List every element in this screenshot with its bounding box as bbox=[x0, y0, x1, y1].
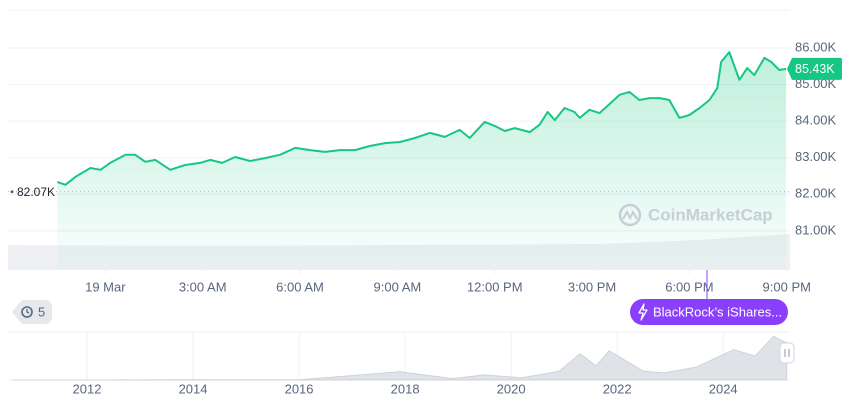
x-tick-label: 12:00 PM bbox=[467, 279, 523, 294]
x-tick-label: 3:00 PM bbox=[568, 279, 616, 294]
x-tick-label: 3:00 AM bbox=[179, 279, 227, 294]
event-label: BlackRock’s iShares... bbox=[653, 304, 782, 319]
navigator: 2012 2014 2016 2018 2020 2022 2024 bbox=[8, 331, 790, 396]
y-tick-label: 83.00K bbox=[795, 149, 837, 164]
open-price-dot bbox=[10, 190, 14, 194]
y-tick-label: 84.00K bbox=[795, 113, 837, 128]
navigator-year-label: 2024 bbox=[709, 381, 738, 396]
x-tick-label: 9:00 PM bbox=[763, 279, 811, 294]
y-tick-label: 81.00K bbox=[795, 222, 837, 237]
watermark: CoinMarketCap bbox=[618, 203, 773, 227]
navigator-year-label: 2022 bbox=[603, 381, 632, 396]
navigator-year-label: 2014 bbox=[179, 381, 208, 396]
watermark-text: CoinMarketCap bbox=[648, 205, 773, 224]
y-tick-label: 82.00K bbox=[795, 186, 837, 201]
price-area bbox=[57, 52, 787, 270]
navigator-year-label: 2018 bbox=[391, 381, 420, 396]
last-price-label: 85.43K bbox=[795, 62, 835, 76]
navigator-handle[interactable] bbox=[779, 342, 795, 364]
navigator-year-label: 2012 bbox=[73, 381, 102, 396]
x-tick-label: 6:00 PM bbox=[665, 279, 713, 294]
x-tick-label: 9:00 AM bbox=[374, 279, 422, 294]
event-count-badge[interactable]: 5 bbox=[12, 300, 52, 324]
navigator-year-label: 2020 bbox=[497, 381, 526, 396]
price-line bbox=[56, 51, 787, 186]
x-tick-label: 6:00 AM bbox=[276, 279, 324, 294]
navigator-area bbox=[12, 335, 788, 381]
navigator-year-label: 2016 bbox=[285, 381, 314, 396]
y-tick-label: 86.00K bbox=[795, 39, 837, 54]
open-price-label: 82.07K bbox=[17, 185, 55, 199]
x-tick-label: 19 Mar bbox=[85, 279, 126, 294]
event-count: 5 bbox=[38, 304, 45, 319]
event-pill[interactable]: BlackRock’s iShares... bbox=[630, 299, 788, 325]
last-price-badge bbox=[787, 57, 842, 80]
